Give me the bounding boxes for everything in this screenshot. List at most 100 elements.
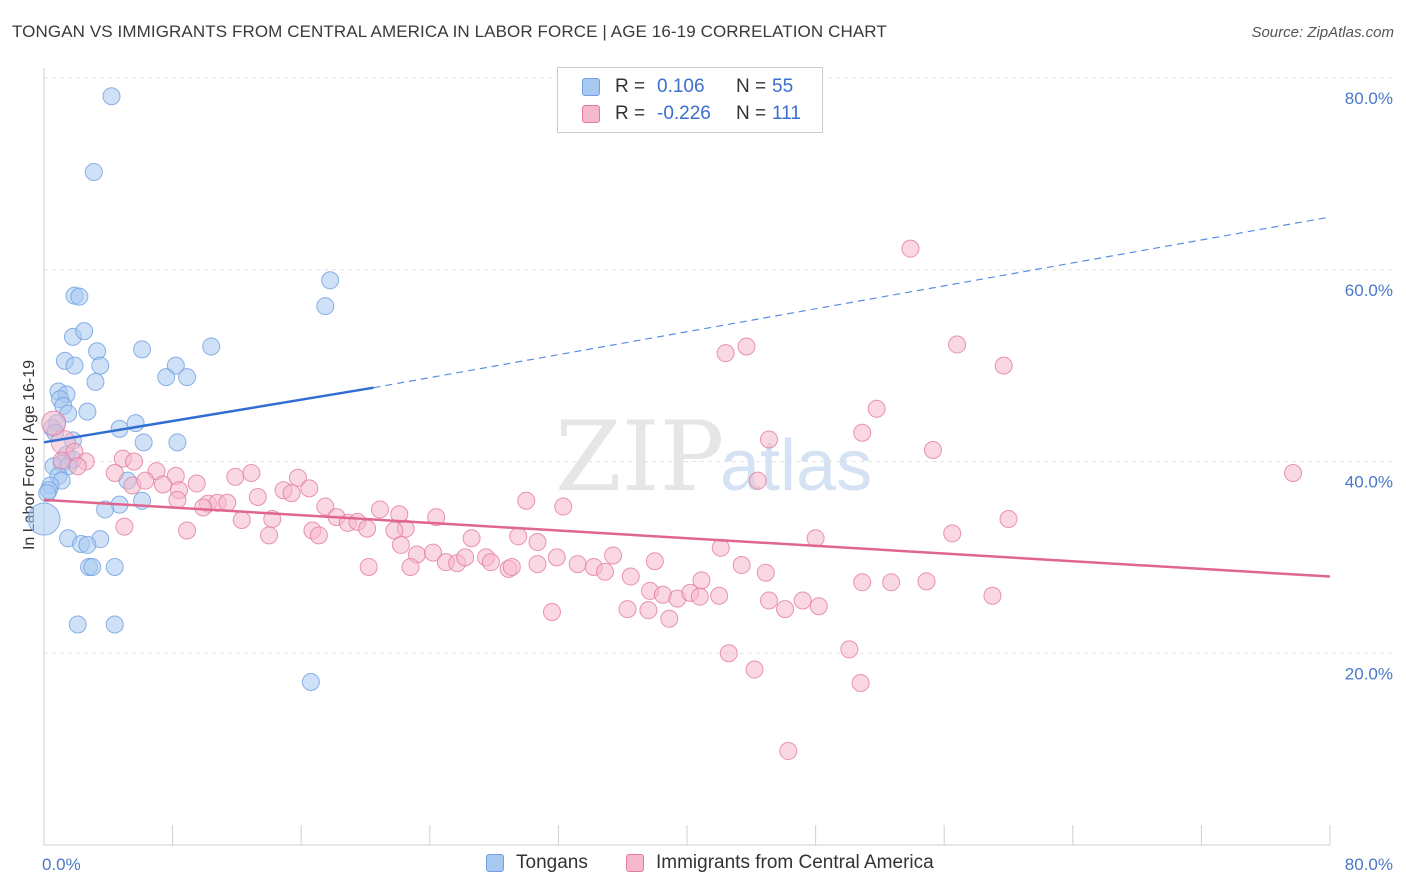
point-immigrants [851,673,870,692]
point-immigrants [359,557,378,576]
point-immigrants [732,556,751,575]
x-tick-labels: 0.0% 80.0% [42,855,1393,874]
axes [43,68,1331,846]
legend-n-label: N = [736,76,767,97]
legend-n-value: 55 [772,76,794,97]
point-tongans [27,502,61,536]
point-immigrants [596,562,615,581]
point-immigrants [178,521,197,540]
point-immigrants [424,543,443,562]
point-tongans [168,433,187,452]
point-immigrants [282,484,301,503]
point-immigrants [853,423,872,442]
point-tongans [178,368,197,387]
point-immigrants [194,498,213,517]
watermark: ZIP atlas [555,401,872,513]
point-immigrants [481,553,500,572]
point-immigrants [401,557,420,576]
x-tick-label: 80.0% [1345,855,1393,874]
point-immigrants [999,510,1018,529]
point-immigrants [618,600,637,619]
y-tick-label: 40.0% [1345,473,1393,492]
point-immigrants [809,597,828,616]
point-tongans [38,484,57,503]
series-legend: Tongans Immigrants from Central America [0,852,1406,876]
legend-swatch-immigrants [626,854,644,872]
point-immigrants [226,467,245,486]
point-tongans [75,322,94,341]
point-immigrants [232,510,251,529]
point-immigrants [528,533,547,552]
point-immigrants [639,601,658,620]
point-immigrants [288,468,307,487]
point-immigrants [242,464,261,483]
point-immigrants [917,572,936,591]
point-immigrants [604,546,623,565]
point-immigrants [427,508,446,527]
point-tongans [316,297,335,316]
point-immigrants [882,573,901,592]
legend-swatch-tongans [582,78,600,96]
point-immigrants [923,440,942,459]
point-tongans [68,615,87,634]
point-tongans [84,162,103,181]
y-axis-label: In Labor Force | Age 16-19 [21,360,38,550]
legend-label-immigrants: Immigrants from Central America [656,852,934,873]
point-immigrants [517,491,536,510]
point-tongans [134,433,153,452]
point-immigrants [309,526,328,545]
point-immigrants [793,591,812,610]
point-immigrants [716,344,735,363]
point-immigrants [737,337,756,356]
point-immigrants [41,410,67,436]
grid [44,77,1392,654]
point-immigrants [568,555,587,574]
point-immigrants [300,479,319,498]
point-tongans [157,368,176,387]
point-immigrants [125,452,144,471]
point-tongans [96,500,115,519]
point-immigrants [136,471,155,490]
y-tick-label: 80.0% [1345,89,1393,108]
point-immigrants [759,591,778,610]
point-immigrants [711,538,730,557]
point-immigrants [248,487,267,506]
x-tick-label: 0.0% [42,855,81,874]
point-tongans [83,557,102,576]
source-label: Source: ZipAtlas.com [1251,24,1394,41]
correlation-legend: R = 0.106 N = 55 R = -0.226 N = 111 [557,67,823,133]
point-immigrants [840,640,859,659]
point-immigrants [456,548,475,567]
point-immigrants [806,529,825,548]
point-immigrants [554,497,573,516]
point-immigrants [105,464,124,483]
point-immigrants [1284,464,1303,483]
legend-swatch-tongans [486,854,504,872]
trend-line-tongans [43,386,374,444]
point-immigrants [943,524,962,543]
point-immigrants [462,529,481,548]
point-immigrants [983,586,1002,605]
point-tongans [78,535,97,554]
point-immigrants [690,587,709,606]
y-tick-label: 60.0% [1345,281,1393,300]
point-immigrants [853,573,872,592]
point-immigrants [779,742,798,761]
point-immigrants [745,660,764,679]
point-tongans [133,340,152,359]
point-tongans [70,287,89,306]
point-tongans [78,402,97,421]
legend-r-value: -0.226 [657,103,711,124]
point-immigrants [218,493,237,512]
watermark-zip: ZIP [555,401,724,513]
point-tongans [105,615,124,634]
point-immigrants [187,474,206,493]
point-immigrants [168,490,187,509]
point-immigrants [756,563,775,582]
point-tongans [86,372,105,391]
point-tongans [91,356,110,375]
point-tongans [105,557,124,576]
point-immigrants [867,399,886,418]
legend-r-value: 0.106 [657,76,705,97]
point-immigrants [52,451,71,470]
